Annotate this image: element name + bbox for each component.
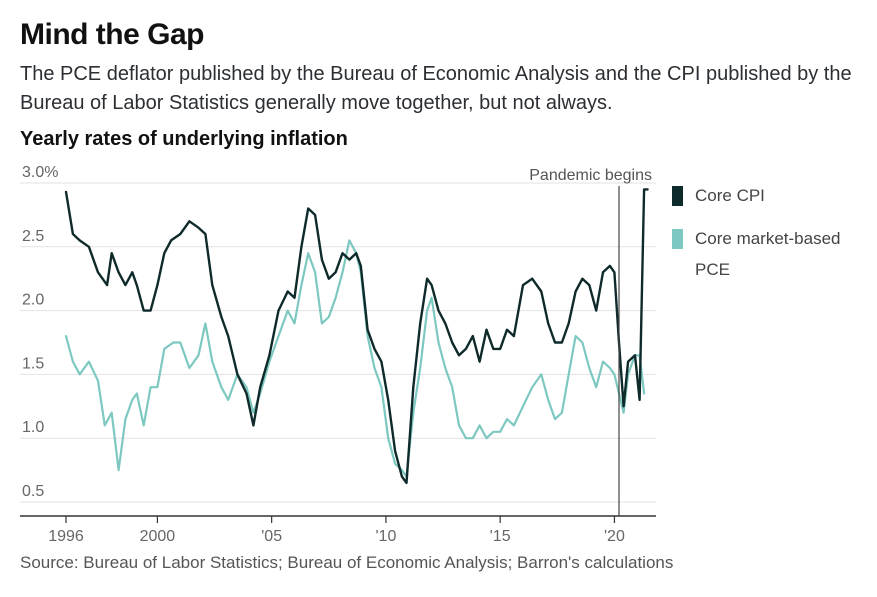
legend-swatch-core-pce <box>672 229 683 249</box>
legend: Core CPI Core market-based PCE <box>668 180 873 297</box>
x-tick-label: 1996 <box>48 528 84 545</box>
y-axis-ticks: 3.0% 2.5 2.0 1.5 1.0 0.5 <box>22 164 58 500</box>
chart-section-title: Yearly rates of underlying inflation <box>20 128 348 150</box>
y-tick-label: 1.5 <box>22 355 44 372</box>
y-tick-label: 0.5 <box>22 483 44 500</box>
x-tick-label: 2000 <box>140 528 176 545</box>
y-tick-label: 2.0 <box>22 292 44 309</box>
series-line-core-pce <box>64 239 646 478</box>
y-tick-label: 2.5 <box>22 228 44 245</box>
legend-item-core-cpi: Core CPI <box>668 180 873 211</box>
pandemic-annotation: Pandemic begins <box>529 167 652 516</box>
x-tick-label: '10 <box>375 528 396 545</box>
x-tick-label: '05 <box>261 528 282 545</box>
pandemic-label: Pandemic begins <box>529 167 652 184</box>
x-tick-label: '15 <box>490 528 511 545</box>
legend-item-core-pce: Core market-based PCE <box>668 223 873 285</box>
legend-label-core-pce: Core market-based PCE <box>695 229 841 279</box>
legend-label-core-cpi: Core CPI <box>695 186 765 205</box>
y-tick-label: 1.0 <box>22 419 44 436</box>
legend-swatch-core-cpi <box>672 186 683 206</box>
chart-title-heading: Mind the Gap <box>20 18 205 51</box>
x-tick-label: '20 <box>604 528 625 545</box>
grid-lines <box>20 182 656 503</box>
source-note: Source: Bureau of Labor Statistics; Bure… <box>20 553 674 572</box>
series-lines <box>64 188 649 485</box>
chart-subtitle: The PCE deflator published by the Bureau… <box>20 63 852 114</box>
y-tick-label: 3.0% <box>22 164 58 181</box>
x-axis: 1996 2000 '05 '10 '15 '20 <box>20 515 656 545</box>
series-line-core-cpi <box>64 188 649 485</box>
